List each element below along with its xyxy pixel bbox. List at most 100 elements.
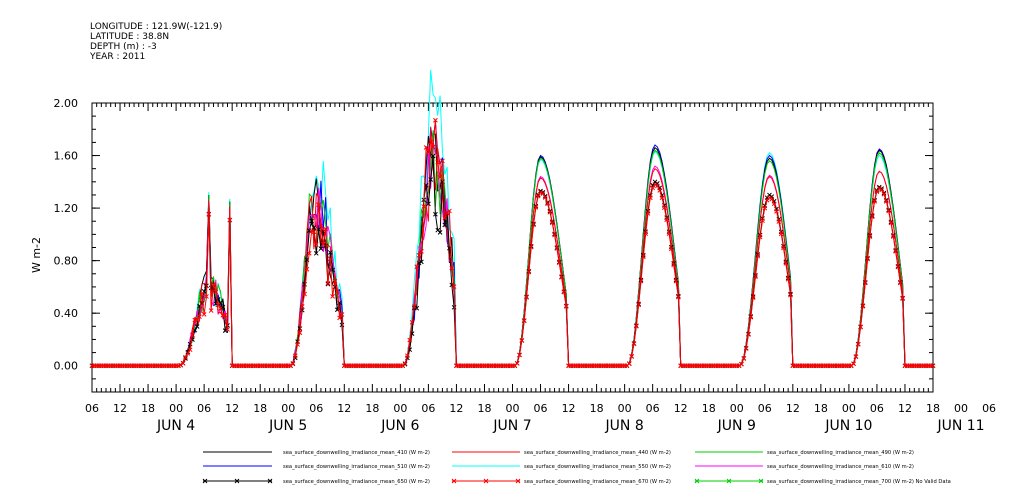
x-tick-label: 12 bbox=[674, 402, 688, 415]
x-tick-label: 00 bbox=[393, 402, 407, 415]
series-marker-670 bbox=[215, 302, 221, 308]
legend: sea_surface_downwelling_irradiance_mean_… bbox=[202, 450, 951, 485]
legend-label-510: sea_surface_downwelling_irradiance_mean_… bbox=[283, 464, 430, 470]
series-marker-670 bbox=[757, 234, 763, 240]
series-line-610 bbox=[92, 140, 933, 367]
day-label: JUN 10 bbox=[824, 418, 872, 434]
series-marker-670 bbox=[858, 324, 863, 330]
x-tick-label: 18 bbox=[926, 402, 940, 415]
day-label: JUN 9 bbox=[717, 418, 756, 434]
series-marker-670 bbox=[900, 296, 905, 302]
x-tick-label: 18 bbox=[477, 402, 491, 415]
series-marker-670 bbox=[187, 347, 193, 353]
series-marker-670 bbox=[781, 245, 786, 251]
series-marker-670 bbox=[755, 253, 761, 259]
series-marker-650 bbox=[419, 259, 424, 265]
series-marker-670 bbox=[430, 144, 436, 150]
x-tick-label: 06 bbox=[758, 402, 772, 415]
legend-marker-650 bbox=[267, 478, 273, 484]
series-marker-670 bbox=[783, 261, 789, 266]
series-marker-670 bbox=[753, 274, 758, 280]
x-tick-label: 18 bbox=[141, 402, 155, 415]
series-marker-670 bbox=[554, 246, 560, 251]
x-tick-label: 06 bbox=[534, 402, 548, 415]
series-marker-670 bbox=[893, 249, 898, 254]
series-marker-670 bbox=[626, 361, 632, 367]
chart-header: LONGITUDE : 121.9W(-121.9) LATITUDE : 38… bbox=[90, 22, 222, 62]
series-marker-670 bbox=[311, 229, 317, 235]
series-marker-670 bbox=[204, 294, 209, 299]
series-marker-670 bbox=[197, 314, 202, 320]
legend-label-490: sea_surface_downwelling_irradiance_mean_… bbox=[767, 450, 914, 456]
series-marker-670 bbox=[327, 256, 333, 262]
series-marker-670 bbox=[669, 246, 674, 252]
legend-marker-650 bbox=[234, 478, 240, 484]
series-marker-670 bbox=[862, 280, 868, 286]
series-marker-670 bbox=[227, 217, 233, 223]
series-marker-650 bbox=[428, 177, 434, 182]
series-marker-670 bbox=[638, 278, 644, 284]
series-marker-670 bbox=[645, 211, 651, 216]
series-marker-670 bbox=[771, 201, 777, 207]
series-marker-670 bbox=[185, 351, 191, 356]
series-marker-670 bbox=[208, 308, 214, 313]
series-marker-650 bbox=[313, 250, 319, 256]
series-marker-670 bbox=[895, 264, 901, 270]
day-label: JUN 4 bbox=[156, 418, 195, 434]
series-marker-650 bbox=[339, 322, 345, 328]
legend-marker-670 bbox=[451, 478, 457, 484]
series-marker-650 bbox=[433, 211, 438, 217]
series-marker-670 bbox=[190, 332, 195, 338]
plot-border bbox=[91, 102, 934, 393]
series-marker-670 bbox=[306, 250, 312, 256]
series-marker-650 bbox=[327, 250, 333, 255]
series-marker-670 bbox=[851, 361, 856, 367]
legend-marker-650 bbox=[202, 478, 208, 484]
series-marker-670 bbox=[876, 186, 882, 191]
series-marker-650 bbox=[437, 230, 443, 235]
series-marker-670 bbox=[739, 361, 744, 367]
series-marker-670 bbox=[201, 312, 207, 317]
legend-label-610: sea_surface_downwelling_irradiance_mean_… bbox=[767, 464, 914, 470]
series-marker-650 bbox=[220, 304, 226, 310]
series-marker-670 bbox=[867, 234, 873, 239]
series-marker-670 bbox=[743, 346, 749, 351]
series-line-490 bbox=[92, 130, 933, 367]
series-marker-670 bbox=[325, 280, 331, 286]
x-tick-label: 00 bbox=[954, 402, 968, 415]
x-tick-label: 00 bbox=[169, 402, 183, 415]
day-label: JUN 7 bbox=[492, 418, 531, 434]
legend-marker-700 bbox=[694, 478, 700, 484]
series-marker-670 bbox=[879, 187, 884, 193]
series-marker-670 bbox=[650, 185, 656, 191]
series-marker-670 bbox=[647, 195, 653, 201]
series-marker-670 bbox=[334, 288, 340, 294]
series-marker-670 bbox=[897, 280, 903, 286]
series-marker-670 bbox=[213, 289, 219, 295]
latitude-label: LATITUDE : 38.8N bbox=[90, 32, 170, 42]
series-marker-670 bbox=[405, 353, 410, 359]
series-marker-670 bbox=[853, 354, 859, 360]
y-tick-label: 0.40 bbox=[54, 307, 79, 320]
series-marker-670 bbox=[180, 360, 186, 366]
series-marker-670 bbox=[407, 337, 413, 343]
depth-label: DEPTH (m) : -3 bbox=[90, 42, 157, 52]
x-tick-label: 06 bbox=[421, 402, 435, 415]
series-marker-670 bbox=[736, 363, 742, 369]
series-marker-670 bbox=[514, 360, 520, 366]
series-marker-650 bbox=[449, 282, 455, 288]
series-marker-650 bbox=[311, 225, 317, 230]
series-marker-670 bbox=[295, 342, 300, 347]
series-marker-670 bbox=[631, 341, 637, 347]
series-marker-670 bbox=[318, 223, 324, 229]
y-tick-label: 1.60 bbox=[54, 150, 79, 163]
series-marker-650 bbox=[318, 246, 324, 251]
series-marker-670 bbox=[409, 319, 415, 325]
series-marker-670 bbox=[419, 249, 424, 254]
series-marker-670 bbox=[528, 244, 534, 250]
series-marker-670 bbox=[183, 354, 188, 360]
series-marker-650 bbox=[426, 201, 431, 207]
axis-ticks bbox=[91, 102, 934, 393]
series-marker-670 bbox=[526, 269, 532, 275]
series-marker-670 bbox=[664, 217, 670, 223]
